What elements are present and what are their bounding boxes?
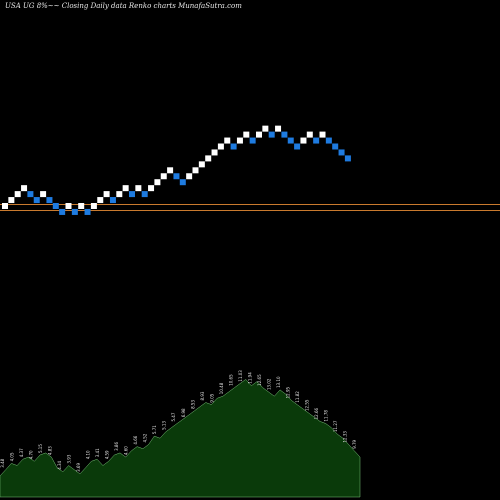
volume-label: 3.69 xyxy=(76,463,81,472)
volume-label: 4.37 xyxy=(19,448,24,457)
volume-label: 6.98 xyxy=(181,408,186,417)
renko-brick-down xyxy=(325,137,332,144)
renko-brick-down xyxy=(338,149,345,156)
volume-label: 5.71 xyxy=(152,425,157,434)
renko-brick-up xyxy=(192,167,199,174)
volume-label: 4.10 xyxy=(86,450,91,459)
volume-label: 8.53 xyxy=(190,400,195,409)
renko-brick-down xyxy=(141,191,148,198)
volume-label: 3.48 xyxy=(0,458,5,467)
volume-label: 5.47 xyxy=(171,412,176,421)
renko-brick-up xyxy=(198,161,205,168)
renko-brick-down xyxy=(59,208,66,215)
volume-label: 8.93 xyxy=(200,391,205,400)
renko-brick-up xyxy=(90,203,97,209)
volume-label: 11.94 xyxy=(247,372,252,384)
volume-label: 4.34 xyxy=(57,460,62,469)
volume-label: 12.33 xyxy=(343,431,348,443)
volume-label: 10.48 xyxy=(219,382,224,394)
renko-brick-up xyxy=(116,191,123,198)
renko-brick-up xyxy=(167,167,174,174)
renko-brick-up xyxy=(122,185,129,192)
volume-label: 4.59 xyxy=(105,450,110,459)
renko-brick-down xyxy=(27,191,34,198)
volume-label: 9.05 xyxy=(209,393,214,402)
renko-brick-up xyxy=(243,131,250,138)
renko-brick-down xyxy=(173,173,180,180)
renko-brick-down xyxy=(71,208,78,215)
renko-brick-up xyxy=(65,203,72,209)
renko-brick-down xyxy=(52,203,59,209)
renko-brick-up xyxy=(306,131,313,138)
renko-brick-down xyxy=(46,197,53,204)
volume-label: 12.66 xyxy=(314,407,319,419)
volume-label: 9.79 xyxy=(352,439,357,448)
renko-brick-up xyxy=(135,185,142,192)
volume-label: 12.95 xyxy=(285,386,290,398)
volume-label: 3.86 xyxy=(114,442,119,451)
renko-bricks xyxy=(2,125,351,215)
renko-brick-up xyxy=(78,203,85,209)
renko-brick-up xyxy=(154,179,161,186)
renko-brick-up xyxy=(148,185,155,192)
volume-label: 13.10 xyxy=(276,376,281,388)
volume-label: 4.60 xyxy=(124,446,129,455)
renko-brick-up xyxy=(217,143,224,150)
renko-brick-up xyxy=(97,197,104,204)
volume-label: 3.93 xyxy=(67,454,72,463)
renko-brick-down xyxy=(249,137,256,144)
volume-label: 11.03 xyxy=(238,370,243,382)
renko-brick-down xyxy=(294,143,301,150)
volume-label: 5.13 xyxy=(162,421,167,430)
renko-brick-up xyxy=(211,149,218,156)
renko-brick-down xyxy=(230,143,237,150)
volume-area xyxy=(0,379,361,498)
volume-label: 12.65 xyxy=(257,374,262,386)
renko-brick-down xyxy=(268,131,275,138)
volume-label: 4.52 xyxy=(143,433,148,442)
renko-brick-down xyxy=(344,155,351,162)
volume-labels: 3.48 4.05 4.37 4.70 5.15 4.83 4.34 3.93 3.69 4.10… xyxy=(0,370,357,472)
renko-brick-down xyxy=(332,143,339,150)
renko-brick-down xyxy=(33,197,40,204)
renko-brick-down xyxy=(287,137,294,144)
renko-brick-up xyxy=(300,137,307,144)
volume-label: 4.83 xyxy=(48,446,53,455)
renko-brick-up xyxy=(275,125,282,132)
volume-label: 10.65 xyxy=(228,374,233,386)
renko-brick-up xyxy=(14,191,21,198)
renko-brick-up xyxy=(40,191,47,198)
renko-brick-up xyxy=(205,155,212,162)
renko-brick-up xyxy=(8,197,15,204)
volume-area-path xyxy=(0,379,361,498)
renko-brick-down xyxy=(129,191,135,198)
volume-label: 4.05 xyxy=(10,452,15,461)
renko-brick-up xyxy=(2,203,8,209)
renko-brick-down xyxy=(109,197,116,204)
volume-label: 3.41 xyxy=(95,448,100,457)
renko-brick-up xyxy=(21,185,28,192)
renko-brick-up xyxy=(160,173,167,180)
renko-brick-up xyxy=(236,137,243,144)
renko-brick-down xyxy=(313,137,320,144)
volume-label: 13.02 xyxy=(266,378,271,390)
renko-brick-up xyxy=(186,173,193,180)
chart-title: USA UG 8%~~ Closing Daily data Renko cha… xyxy=(5,2,242,10)
volume-label: 4.66 xyxy=(133,435,138,444)
volume-label: 5.15 xyxy=(38,444,43,453)
renko-brick-up xyxy=(262,125,269,132)
volume-label: 11.78 xyxy=(324,410,329,422)
renko-brick-down xyxy=(179,179,186,186)
renko-brick-down xyxy=(281,131,288,138)
volume-label: 12.55 xyxy=(304,399,309,411)
renko-brick-down xyxy=(84,208,91,215)
volume-label: 4.70 xyxy=(29,450,34,459)
renko-brick-up xyxy=(319,131,326,138)
renko-brick-up xyxy=(224,137,231,144)
volume-label: 11.82 xyxy=(295,391,300,403)
renko-brick-up xyxy=(103,191,110,198)
volume-label: 11.27 xyxy=(333,420,338,432)
renko-brick-up xyxy=(256,131,262,138)
